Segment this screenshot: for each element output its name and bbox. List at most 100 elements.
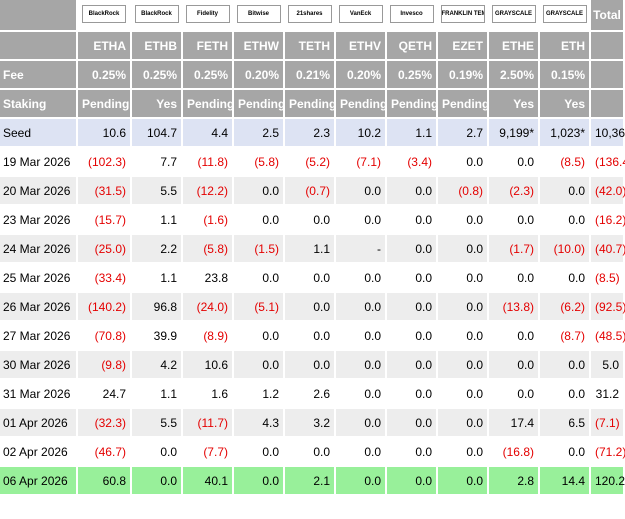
staking-total-cell [591,90,625,119]
row-date-label: 01 Apr 2026 [0,409,78,438]
flow-value-cell: (140.2) [78,293,132,322]
issuer-logo: GRAYSCALE [542,4,587,23]
flow-row: 25 Mar 2026 (33.4) 1.1 23.8 0.0 0.0 0.0 0.0 0.0 0… [0,264,625,293]
flow-value-cell: 0.0 [438,148,489,177]
flow-row: 01 Apr 2026 (32.3) 5.5 (11.7) 4.3 3.2 0.0 0.0 0.… [0,409,625,438]
flow-value-cell: 0.0 [540,380,591,409]
flow-value-cell: 0.0 [285,322,336,351]
flow-value-cell: (5.8) [234,148,285,177]
flow-value-cell: (11.7) [183,409,234,438]
flow-value-cell: (0.8) [438,177,489,206]
flow-value-cell: 0.0 [438,380,489,409]
flow-value-cell: (5.8) [183,235,234,264]
flow-value-cell: 0.0 [387,177,438,206]
flow-value-cell: 1.2 [234,380,285,409]
flow-value-cell: 0.0 [234,438,285,467]
flow-row: 19 Mar 2026 (102.3) 7.7 (11.8) (5.8) (5.2) (7.… [0,148,625,177]
flow-value-cell: (31.5) [78,177,132,206]
issuer-logo: Bitwise [236,4,281,23]
etf-flows-table: BlackRock BlackRock Fidelity Bitwise 21share… [0,0,625,496]
row-total-cell: (7.1) [591,409,625,438]
flow-value-cell: 0.0 [285,351,336,380]
flow-value-cell: (6.2) [540,293,591,322]
fee-cell: 0.25% [387,61,438,90]
flow-value-cell: (24.0) [183,293,234,322]
flow-value-cell: (9.8) [78,351,132,380]
flow-value-cell: 1.1 [132,206,183,235]
flow-value-cell: 0.0 [387,293,438,322]
flow-value-cell: (46.7) [78,438,132,467]
fee-cell: 0.25% [78,61,132,90]
flow-value-cell: (11.8) [183,148,234,177]
row-date-label: 06 Apr 2026 [0,467,78,496]
flow-value-cell: (1.7) [489,235,540,264]
flow-value-cell: 0.0 [234,322,285,351]
ticker-cell: FETH [183,32,234,61]
fee-cell: 2.50% [489,61,540,90]
issuer-logo-cell: Fidelity [183,0,234,32]
flow-value-cell: 1.6 [183,380,234,409]
flow-value-cell: 0.0 [438,264,489,293]
flow-value-cell: 5.5 [132,409,183,438]
row-date-label: 26 Mar 2026 [0,293,78,322]
flow-value-cell: 10.6 [78,119,132,148]
ticker-cell: QETH [387,32,438,61]
seed-row: Seed 10.6 104.7 4.4 2.5 2.3 10.2 1.1 2.7 9,199* 1,… [0,119,625,148]
issuer-logo: Fidelity [185,4,230,23]
flow-value-cell: 2.7 [438,119,489,148]
issuer-logo-cell: GRAYSCALE [540,0,591,32]
flow-value-cell: 0.0 [336,206,387,235]
flow-value-cell: 0.0 [336,264,387,293]
issuer-logo-cell: BlackRock [78,0,132,32]
flow-value-cell: 1.1 [285,235,336,264]
ticker-cell: TETH [285,32,336,61]
flow-value-cell: (8.7) [540,322,591,351]
flow-value-cell: 0.0 [132,467,183,496]
flow-value-cell: (10.0) [540,235,591,264]
flow-value-cell: 104.7 [132,119,183,148]
flow-value-cell: 10.6 [183,351,234,380]
flow-value-cell: 0.0 [285,438,336,467]
flow-value-cell: (1.6) [183,206,234,235]
flow-value-cell: 4.3 [234,409,285,438]
flow-value-cell: - [336,235,387,264]
flow-value-cell: 1.1 [132,264,183,293]
flow-value-cell: 0.0 [285,293,336,322]
ticker-cell: ETHA [78,32,132,61]
flow-value-cell: (2.3) [489,177,540,206]
logo-row: BlackRock BlackRock Fidelity Bitwise 21share… [0,0,625,32]
flow-value-cell: 10.2 [336,119,387,148]
flow-value-cell: (12.2) [183,177,234,206]
corner-cell [0,0,78,32]
row-date-label: 24 Mar 2026 [0,235,78,264]
flow-row: 30 Mar 2026 (9.8) 4.2 10.6 0.0 0.0 0.0 0.0 0.0 0.… [0,351,625,380]
fee-row: Fee 0.25% 0.25% 0.25% 0.20% 0.21% 0.20% 0.25% 0.… [0,61,625,90]
ticker-cell: EZET [438,32,489,61]
flow-row: 02 Apr 2026 (46.7) 0.0 (7.7) 0.0 0.0 0.0 0.0 0.0… [0,438,625,467]
fee-cell: 0.25% [132,61,183,90]
flow-value-cell: 60.8 [78,467,132,496]
issuer-logo-cell: BlackRock [132,0,183,32]
flow-value-cell: 96.8 [132,293,183,322]
row-total-cell: (40.7) [591,235,625,264]
fee-cell: 0.15% [540,61,591,90]
row-date-label: 02 Apr 2026 [0,438,78,467]
flow-value-cell: 0.0 [336,293,387,322]
flow-value-cell: 4.4 [183,119,234,148]
flow-row: 06 Apr 2026 60.8 0.0 40.1 0.0 2.1 0.0 0.0 0.0 2.8… [0,467,625,496]
ticker-cell: ETHW [234,32,285,61]
flow-value-cell: 17.4 [489,409,540,438]
ticker-cell: ETH [540,32,591,61]
flow-value-cell: 4.2 [132,351,183,380]
flow-value-cell: 6.5 [540,409,591,438]
flow-value-cell: 0.0 [540,351,591,380]
row-date-label: 20 Mar 2026 [0,177,78,206]
issuer-logo: FRANKLIN TEMPLETON [440,4,485,23]
flow-value-cell: 0.0 [387,235,438,264]
flow-value-cell: (16.8) [489,438,540,467]
flow-value-cell: (0.7) [285,177,336,206]
flow-value-cell: 24.7 [78,380,132,409]
row-date-label: 27 Mar 2026 [0,322,78,351]
flow-value-cell: 5.5 [132,177,183,206]
flow-value-cell: 2.1 [285,467,336,496]
